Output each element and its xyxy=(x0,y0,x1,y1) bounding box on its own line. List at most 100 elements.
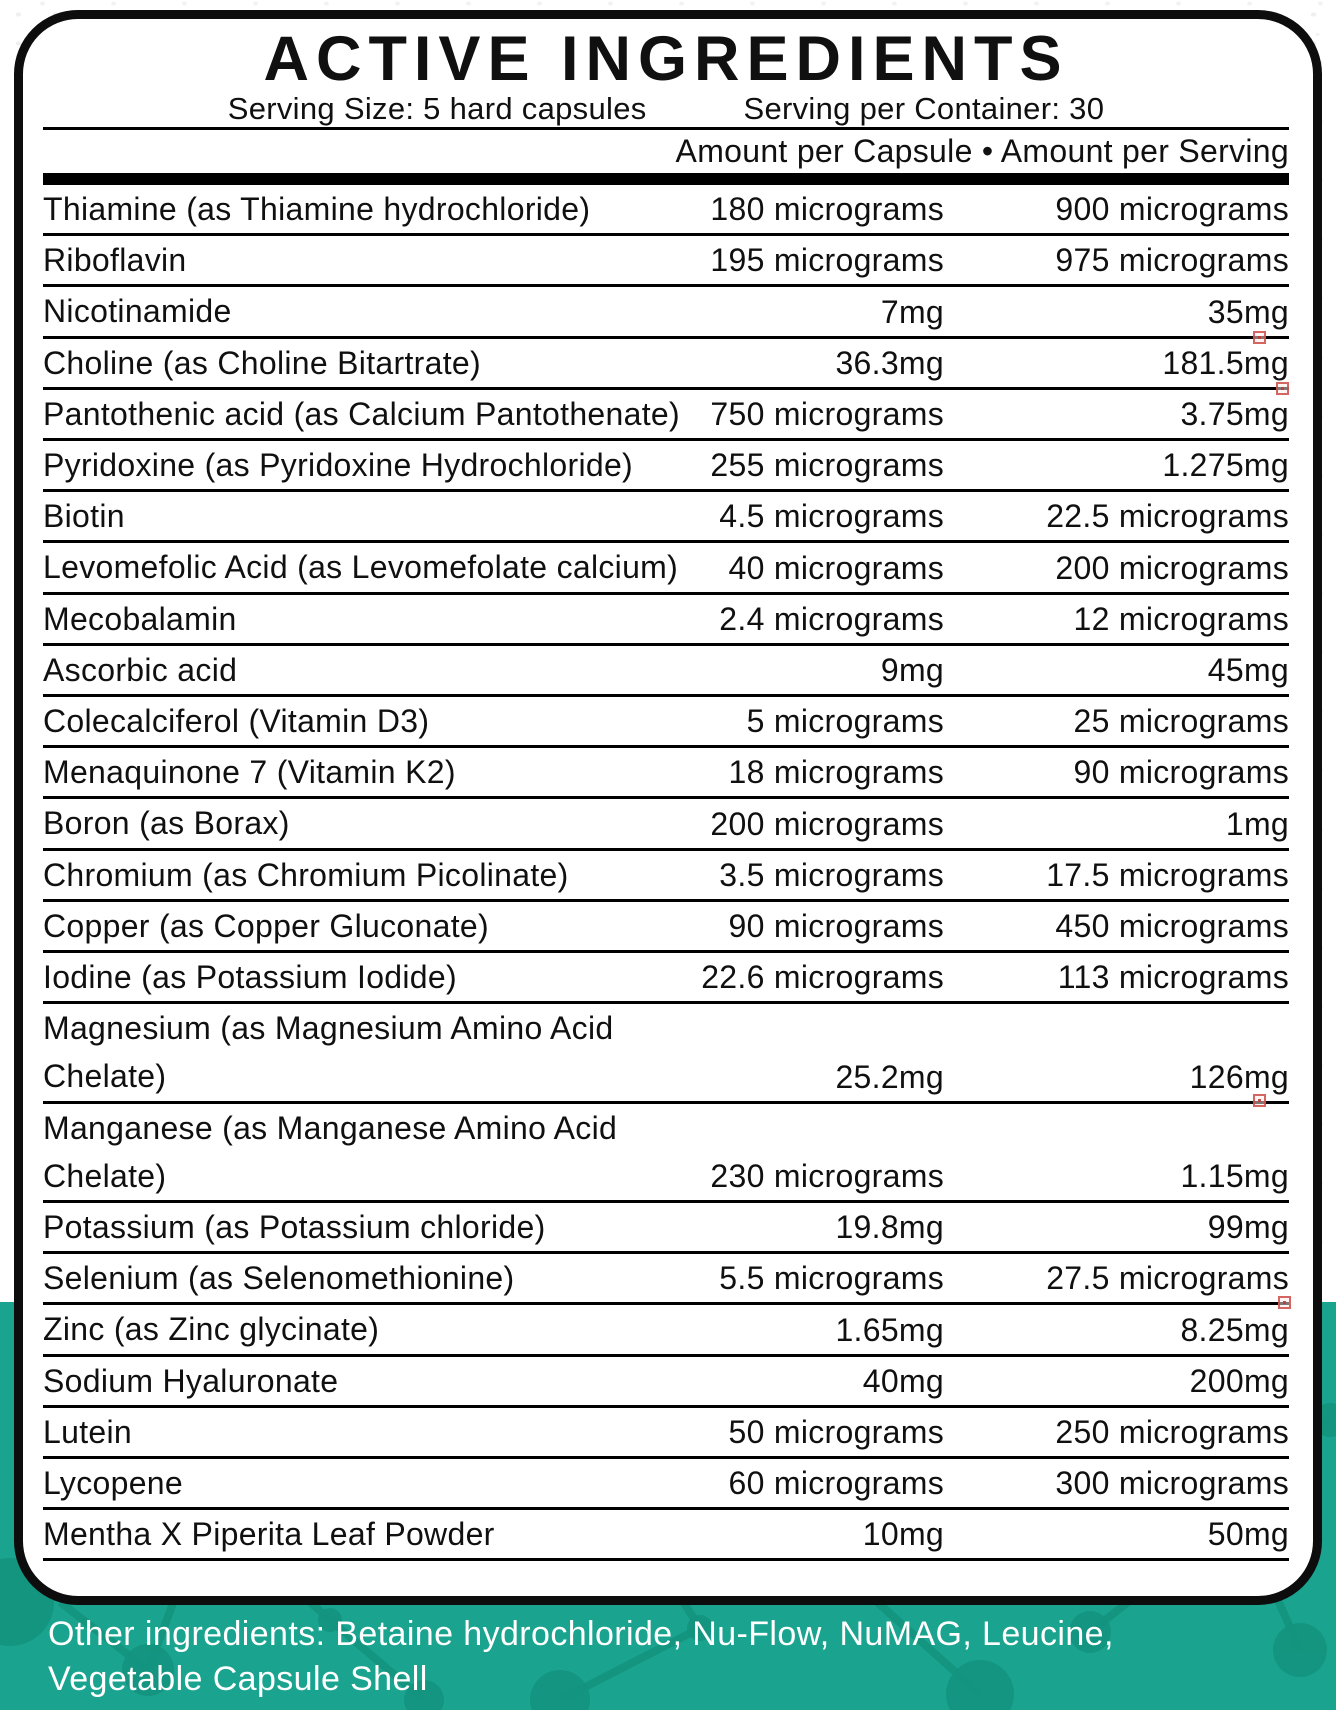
amount-per-serving: 12 micrograms xyxy=(1073,600,1289,637)
ingredient-row: Potassium (as Potassium chloride) 19.8mg… xyxy=(43,1203,1289,1255)
ingredient-name: Mecobalamin xyxy=(43,600,237,637)
amount-per-serving: 17.5 micrograms xyxy=(1046,856,1289,893)
ingredient-row: Sodium Hyaluronate 40mg 200mg xyxy=(43,1357,1289,1408)
active-ingredients-panel: ACTIVE INGREDIENTS Serving Size: 5 hard … xyxy=(14,10,1322,1605)
amount-per-serving: 1.275mg xyxy=(1162,447,1289,484)
ingredient-name: Colecalciferol (Vitamin D3) xyxy=(43,703,430,740)
ingredient-name: Boron (as Borax) xyxy=(43,805,290,842)
amount-per-capsule: 5.5 micrograms xyxy=(719,1260,944,1297)
amount-per-serving: 126mg xyxy=(1189,1058,1289,1095)
divider-thick xyxy=(43,173,1289,185)
amount-per-serving: 200mg xyxy=(1189,1362,1289,1399)
ingredient-row: Mentha X Piperita Leaf Powder 10mg 50mg xyxy=(43,1510,1289,1562)
annotation-artifact xyxy=(1276,382,1289,395)
amount-per-capsule: 5 micrograms xyxy=(746,703,944,740)
ingredient-name: Menaquinone 7 (Vitamin K2) xyxy=(43,754,456,791)
annotation-artifact xyxy=(1253,331,1266,344)
amount-per-serving: 8.25mg xyxy=(1180,1311,1289,1348)
amount-per-capsule: 230 micrograms xyxy=(710,1158,944,1195)
ingredient-row: Pantothenic acid (as Calcium Pantothenat… xyxy=(43,390,1289,442)
ingredient-row: Copper (as Copper Gluconate) 90 microgra… xyxy=(43,902,1289,954)
ingredient-name: Ascorbic acid xyxy=(43,651,238,688)
ingredient-name: Riboflavin xyxy=(43,242,187,279)
amount-per-capsule: 4.5 micrograms xyxy=(719,498,944,535)
amount-per-serving: 975 micrograms xyxy=(1055,242,1289,279)
ingredient-name: Lycopene xyxy=(43,1465,183,1502)
amount-per-capsule: 40 micrograms xyxy=(728,549,944,586)
amount-per-capsule: 1.65mg xyxy=(835,1311,944,1348)
ingredient-name: Mentha X Piperita Leaf Powder xyxy=(43,1516,495,1553)
ingredient-name: Biotin xyxy=(43,498,125,535)
ingredient-row: Thiamine (as Thiamine hydrochloride) 180… xyxy=(43,185,1289,237)
ingredient-name: Magnesium (as Magnesium Amino Acid Chela… xyxy=(43,1010,614,1095)
amount-per-capsule: 25.2mg xyxy=(835,1058,944,1095)
ingredient-row: Menaquinone 7 (Vitamin K2) 18 micrograms… xyxy=(43,748,1289,800)
amount-per-serving: 3.75mg xyxy=(1180,396,1289,433)
amount-per-serving: 113 micrograms xyxy=(1057,959,1289,996)
ingredient-row: Choline (as Choline Bitartrate) 36.3mg 1… xyxy=(43,339,1289,390)
ingredient-row: Nicotinamide 7mg 35mg xyxy=(43,287,1289,339)
amount-per-serving: 35mg xyxy=(1207,293,1289,330)
amount-per-serving: 45mg xyxy=(1207,652,1289,689)
ingredient-row: Mecobalamin 2.4 micrograms 12 micrograms xyxy=(43,595,1289,646)
serving-size: Serving Size: 5 hard capsules xyxy=(227,91,647,126)
ingredient-row: Lutein 50 micrograms 250 micrograms xyxy=(43,1408,1289,1460)
amount-per-capsule: 36.3mg xyxy=(835,344,944,381)
ingredient-name: Pantothenic acid (as Calcium Pantothenat… xyxy=(43,395,680,432)
ingredient-name: Levomefolic Acid (as Levomefolate calciu… xyxy=(43,549,679,586)
ingredient-row: Levomefolic Acid (as Levomefolate calciu… xyxy=(43,543,1289,595)
amount-per-serving: 450 micrograms xyxy=(1055,908,1289,945)
amount-per-capsule: 50 micrograms xyxy=(728,1414,944,1451)
ingredient-name: Manganese (as Manganese Amino Acid Chela… xyxy=(43,1109,618,1194)
serving-info: Serving Size: 5 hard capsules Serving pe… xyxy=(43,92,1289,125)
ingredient-row: Iodine (as Potassium Iodide) 22.6 microg… xyxy=(43,953,1289,1005)
annotation-artifact xyxy=(1278,1296,1291,1309)
amount-per-serving: 90 micrograms xyxy=(1073,754,1289,791)
ingredient-name: Selenium (as Selenomethionine) xyxy=(43,1260,515,1297)
amount-per-serving: 250 micrograms xyxy=(1055,1414,1289,1451)
ingredient-row: Ascorbic acid 9mg 45mg xyxy=(43,646,1289,698)
ingredient-name: Thiamine (as Thiamine hydrochloride) xyxy=(43,191,591,227)
ingredient-row: Zinc (as Zinc glycinate) 1.65mg 8.25mg xyxy=(43,1305,1289,1357)
amount-per-serving: 99mg xyxy=(1207,1209,1289,1246)
amount-per-capsule: 195 micrograms xyxy=(710,242,944,279)
amount-per-capsule: 255 micrograms xyxy=(710,447,944,484)
ingredient-row: Chromium (as Chromium Picolinate) 3.5 mi… xyxy=(43,851,1289,902)
amount-per-capsule: 10mg xyxy=(862,1516,944,1553)
ingredient-row: Magnesium (as Magnesium Amino Acid Chela… xyxy=(43,1004,1289,1104)
amount-per-capsule: 90 micrograms xyxy=(728,908,944,945)
amount-per-capsule: 750 micrograms xyxy=(710,396,944,433)
amount-per-capsule: 60 micrograms xyxy=(728,1465,944,1502)
divider-thin xyxy=(43,127,1289,130)
amounts-column-header: Amount per Capsule • Amount per Serving xyxy=(675,133,1289,169)
amount-per-capsule: 18 micrograms xyxy=(728,754,944,791)
ingredient-name: Choline (as Choline Bitartrate) xyxy=(43,344,481,381)
amount-per-capsule: 7mg xyxy=(880,293,944,330)
ingredient-name: Pyridoxine (as Pyridoxine Hydrochloride) xyxy=(43,447,634,484)
ingredient-name: Potassium (as Potassium chloride) xyxy=(43,1209,546,1246)
panel-title: ACTIVE INGREDIENTS xyxy=(263,24,1069,94)
ingredient-name: Zinc (as Zinc glycinate) xyxy=(43,1311,380,1348)
amount-per-capsule: 40mg xyxy=(862,1362,944,1399)
ingredient-table: Thiamine (as Thiamine hydrochloride) 180… xyxy=(43,185,1289,1562)
ingredient-row: Riboflavin 195 micrograms 975 micrograms xyxy=(43,236,1289,288)
amount-per-capsule: 200 micrograms xyxy=(710,805,944,842)
amount-per-capsule: 2.4 micrograms xyxy=(719,600,944,637)
ingredient-row: Colecalciferol (Vitamin D3) 5 micrograms… xyxy=(43,697,1289,749)
ingredient-row: Biotin 4.5 micrograms 22.5 micrograms xyxy=(43,492,1289,544)
amount-per-serving: 22.5 micrograms xyxy=(1046,498,1289,535)
amount-per-capsule: 3.5 micrograms xyxy=(719,856,944,893)
amount-per-serving: 25 micrograms xyxy=(1073,703,1289,740)
ingredient-name: Chromium (as Chromium Picolinate) xyxy=(43,856,569,893)
amount-per-serving: 1.15mg xyxy=(1180,1158,1289,1195)
amount-per-serving: 200 micrograms xyxy=(1055,549,1289,586)
amount-per-capsule: 22.6 micrograms xyxy=(701,959,944,996)
amount-per-serving: 27.5 micrograms xyxy=(1046,1260,1289,1297)
amount-per-capsule: 180 micrograms xyxy=(710,191,944,228)
ingredient-row: Pyridoxine (as Pyridoxine Hydrochloride)… xyxy=(43,441,1289,493)
amount-per-serving: 50mg xyxy=(1207,1516,1289,1553)
ingredient-name: Copper (as Copper Gluconate) xyxy=(43,907,489,944)
amount-per-capsule: 9mg xyxy=(880,652,944,689)
ingredient-name: Sodium Hyaluronate xyxy=(43,1362,339,1399)
ingredient-row: Selenium (as Selenomethionine) 5.5 micro… xyxy=(43,1254,1289,1306)
